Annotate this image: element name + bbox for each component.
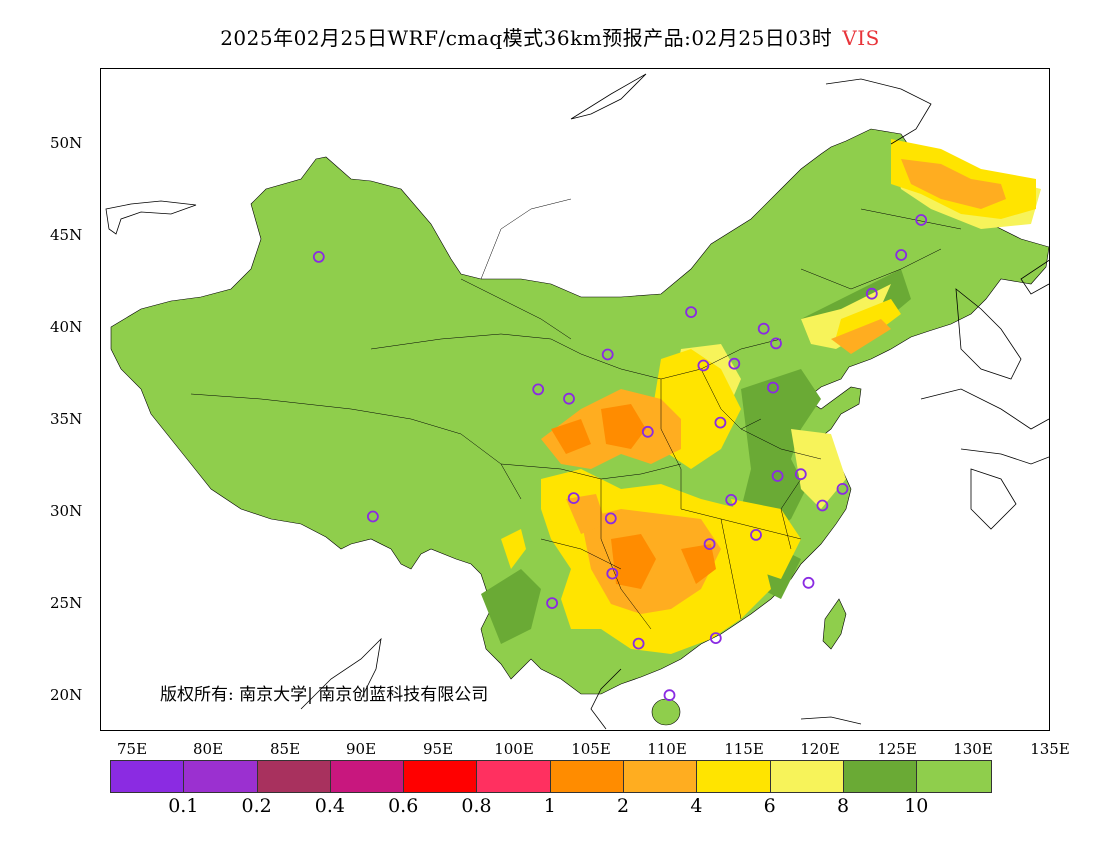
lon-label-130e: 130E (953, 740, 993, 758)
colorbar-cell (917, 761, 991, 792)
station-marker (802, 576, 815, 589)
lon-label-135e: 135E (1030, 740, 1070, 758)
station-marker (604, 512, 617, 525)
station-marker (750, 528, 762, 541)
lat-label-25n: 25N (50, 594, 83, 612)
lat-label-35n: 35N (50, 410, 83, 428)
station-marker (697, 359, 710, 372)
station-marker (770, 337, 782, 350)
lat-label-45n: 45N (50, 226, 83, 244)
station-marker (714, 416, 727, 429)
lon-label-120e: 120E (800, 740, 840, 758)
forecast-map (105, 73, 1049, 730)
station-marker (816, 499, 829, 512)
station-marker (567, 492, 580, 505)
station-marker (915, 214, 928, 226)
station-marker (865, 287, 878, 300)
province-boundaries (190, 198, 962, 630)
lat-label-50n: 50N (50, 134, 83, 152)
station-markers (312, 214, 928, 702)
colorbar-cell (477, 761, 551, 792)
station-marker (546, 597, 559, 609)
colorbar-cell (257, 761, 331, 792)
neighbor-coastlines (105, 73, 1049, 730)
lon-label-115e: 115E (724, 740, 764, 758)
map-frame[interactable] (100, 68, 1050, 731)
copyright-text: 版权所有: 南京大学| 南京创蓝科技有限公司 (160, 685, 489, 705)
colorbar-cell (624, 761, 698, 792)
colorbar-cell (184, 761, 258, 792)
colorbar-cell (404, 761, 478, 792)
colorbar-label: 1 (543, 795, 556, 817)
title-main: 2025年02月25日WRF/cmaq模式36km预报产品:02月25日03时 (220, 26, 833, 50)
colorbar-label: 0.4 (314, 795, 345, 817)
station-marker (563, 392, 575, 405)
lon-label-125e: 125E (877, 740, 917, 758)
station-marker (632, 637, 645, 650)
colorbar-label: 0.6 (388, 795, 419, 817)
station-marker (771, 470, 784, 482)
station-marker (532, 383, 545, 396)
hainan-island (651, 698, 681, 726)
station-marker (606, 567, 619, 580)
colorbar-label: 10 (904, 795, 929, 817)
title-variable: VIS (842, 26, 880, 50)
lon-label-85e: 85E (269, 740, 301, 758)
colorbar-label: 0.2 (241, 795, 272, 817)
station-marker (725, 493, 738, 506)
lon-label-95e: 95E (422, 740, 454, 758)
station-marker (836, 482, 849, 495)
station-marker (366, 510, 379, 523)
colorbar-label: 0.8 (461, 795, 492, 817)
deep-orange-areas (551, 404, 716, 589)
station-marker (728, 357, 741, 370)
lat-label-30n: 30N (50, 502, 83, 520)
colorbar-label: 4 (690, 795, 703, 817)
lon-label-90e: 90E (345, 740, 377, 758)
station-marker (312, 250, 325, 263)
colorbar (110, 760, 992, 793)
lat-label-20n: 20N (50, 686, 83, 704)
lon-label-100e: 100E (494, 740, 534, 758)
colorbar-label: 8 (836, 795, 850, 817)
colorbar-cell (770, 761, 844, 792)
taiwan-island (822, 598, 847, 650)
colorbar-cell (550, 761, 625, 792)
station-marker (685, 306, 697, 319)
lat-label-40n: 40N (50, 318, 83, 336)
colorbar-cell (111, 761, 185, 792)
station-marker (709, 632, 722, 644)
colorbar-label: 0.1 (168, 795, 199, 817)
colorbar-cell (697, 761, 771, 792)
station-marker (895, 249, 908, 261)
station-marker (663, 689, 676, 702)
station-marker (757, 322, 770, 335)
lon-label-110e: 110E (647, 740, 687, 758)
colorbar-cell (330, 761, 405, 792)
station-marker (703, 538, 716, 551)
station-marker (641, 425, 654, 438)
colorbar-label: 2 (617, 795, 630, 817)
colorbar-cell (843, 761, 918, 792)
colorbar-label: 6 (763, 795, 776, 817)
lon-label-75e: 75E (116, 740, 148, 758)
lon-label-80e: 80E (192, 740, 224, 758)
chart-title: 2025年02月25日WRF/cmaq模式36km预报产品:02月25日03时 V… (0, 22, 1100, 51)
station-marker (601, 348, 614, 361)
lon-label-105e: 105E (571, 740, 611, 758)
station-marker (767, 381, 779, 394)
station-marker (794, 468, 807, 481)
